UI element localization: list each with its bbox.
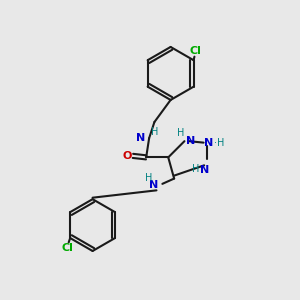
Text: N: N: [200, 165, 210, 175]
Text: H: H: [177, 128, 184, 138]
Text: Cl: Cl: [61, 243, 73, 253]
Text: H: H: [145, 173, 152, 183]
Text: ·H: ·H: [214, 138, 224, 148]
Text: O: O: [122, 151, 132, 161]
Text: H: H: [192, 164, 199, 174]
Text: N: N: [149, 180, 158, 190]
Text: N: N: [204, 138, 213, 148]
Text: H: H: [151, 127, 158, 137]
Text: N: N: [186, 136, 195, 146]
Text: N: N: [136, 133, 146, 143]
Text: Cl: Cl: [189, 46, 201, 56]
